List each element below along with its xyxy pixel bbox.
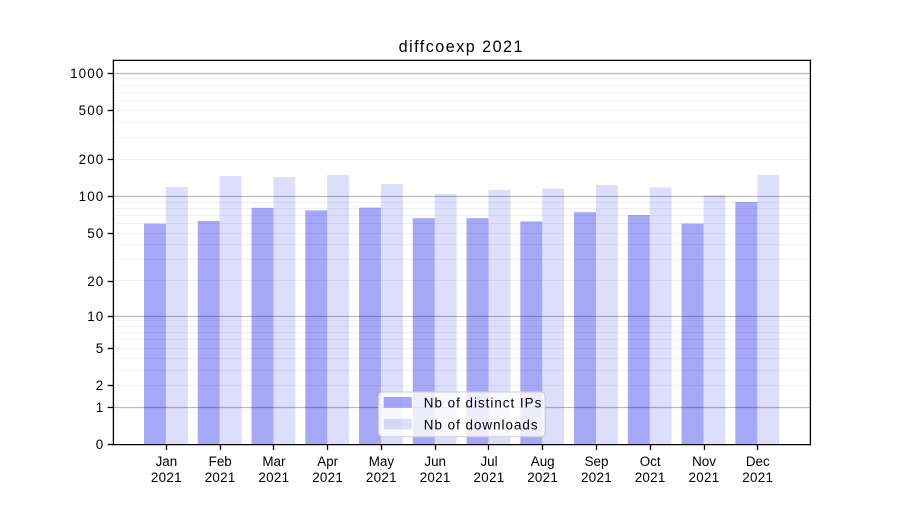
svg-text:2021: 2021 (366, 470, 397, 485)
svg-text:2021: 2021 (474, 470, 505, 485)
svg-text:Sep: Sep (585, 454, 609, 469)
svg-text:0: 0 (96, 437, 105, 452)
svg-text:5: 5 (96, 341, 105, 356)
svg-text:2021: 2021 (151, 470, 182, 485)
svg-text:diffcoexp 2021: diffcoexp 2021 (399, 38, 524, 56)
svg-text:2021: 2021 (420, 470, 451, 485)
svg-text:100: 100 (79, 189, 105, 204)
svg-text:2021: 2021 (258, 470, 289, 485)
svg-text:Apr: Apr (317, 454, 338, 469)
svg-text:2021: 2021 (205, 470, 236, 485)
svg-text:20: 20 (87, 274, 104, 289)
svg-text:2021: 2021 (689, 470, 720, 485)
svg-text:May: May (369, 454, 395, 469)
svg-text:Nov: Nov (692, 454, 716, 469)
svg-text:Mar: Mar (262, 454, 286, 469)
svg-text:Dec: Dec (746, 454, 770, 469)
svg-text:2021: 2021 (742, 470, 773, 485)
svg-text:2021: 2021 (581, 470, 612, 485)
svg-text:10: 10 (87, 309, 104, 324)
svg-text:Aug: Aug (531, 454, 555, 469)
svg-text:1: 1 (96, 400, 105, 415)
svg-text:Jul: Jul (480, 454, 497, 469)
svg-text:2021: 2021 (312, 470, 343, 485)
svg-text:Jan: Jan (156, 454, 178, 469)
svg-text:Jun: Jun (424, 454, 446, 469)
svg-text:50: 50 (87, 226, 104, 241)
svg-text:1000: 1000 (70, 66, 104, 81)
svg-text:200: 200 (79, 152, 105, 167)
svg-text:2: 2 (96, 378, 105, 393)
svg-text:Nb of downloads: Nb of downloads (424, 417, 539, 432)
svg-text:Feb: Feb (209, 454, 232, 469)
svg-text:Nb of distinct IPs: Nb of distinct IPs (424, 396, 542, 411)
svg-text:2021: 2021 (527, 470, 558, 485)
svg-text:2021: 2021 (635, 470, 666, 485)
svg-text:Oct: Oct (640, 454, 661, 469)
svg-text:500: 500 (79, 103, 105, 118)
